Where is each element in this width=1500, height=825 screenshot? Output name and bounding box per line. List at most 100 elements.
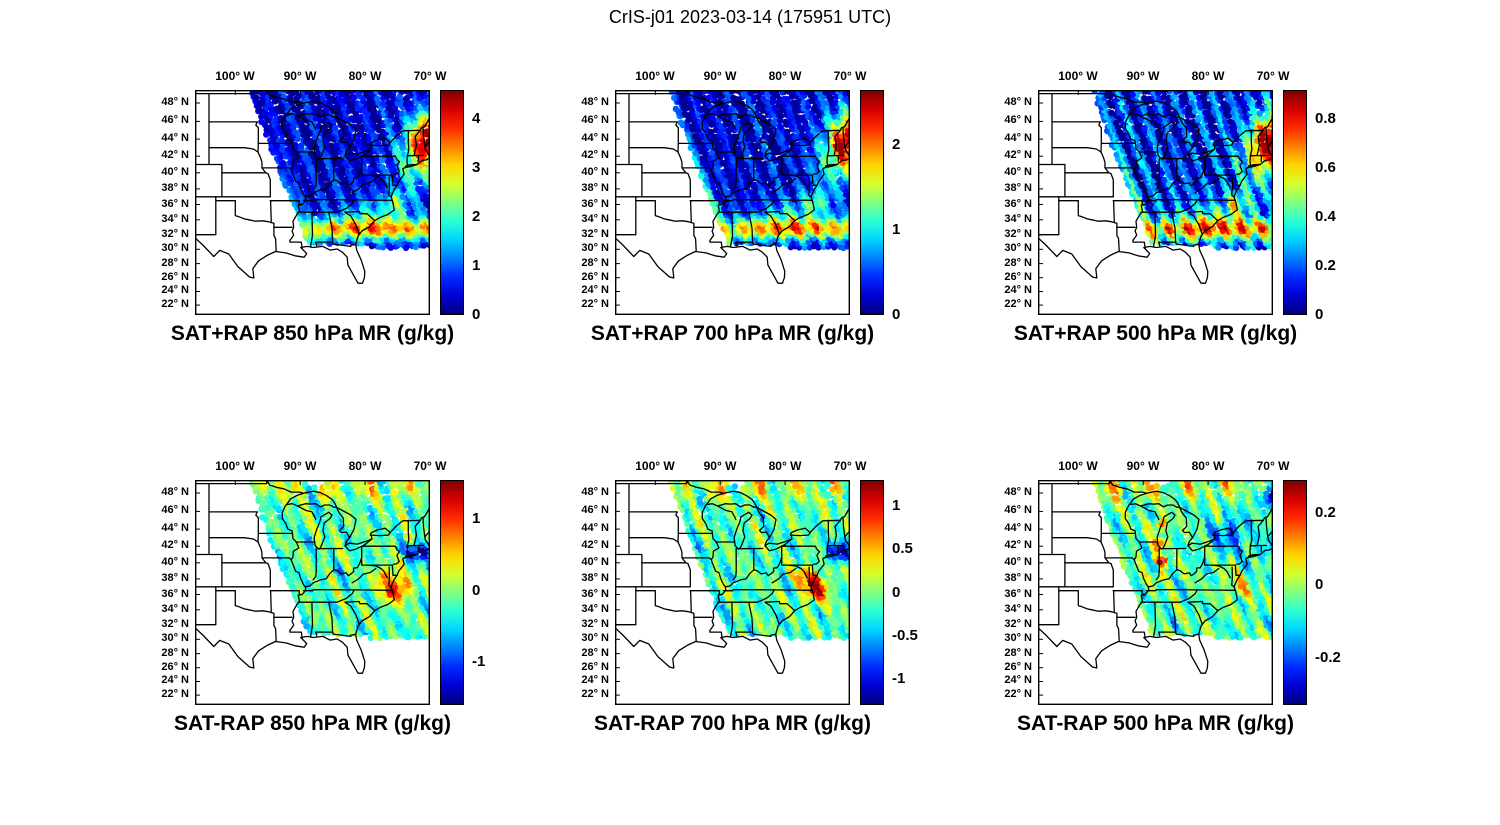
panel-title: SAT+RAP 700 hPa MR (g/kg) bbox=[590, 322, 875, 345]
colorbar bbox=[860, 90, 884, 315]
y-tick-label: 48° N bbox=[581, 486, 609, 498]
y-tick-label: 40° N bbox=[1004, 166, 1032, 178]
x-tick-label: 70° W bbox=[413, 459, 447, 473]
y-tick-label: 34° N bbox=[581, 603, 609, 615]
y-tick-label: 46° N bbox=[1004, 504, 1032, 516]
map-plot bbox=[1038, 90, 1273, 315]
colorbar-tick-label: 0.6 bbox=[1315, 159, 1336, 176]
y-tick-label: 22° N bbox=[1004, 298, 1032, 310]
panel-title: SAT+RAP 850 hPa MR (g/kg) bbox=[170, 322, 455, 345]
y-tick-label: 44° N bbox=[1004, 132, 1032, 144]
y-tick-label: 48° N bbox=[581, 96, 609, 108]
y-tick-label: 24° N bbox=[581, 674, 609, 686]
y-tick-label: 46° N bbox=[1004, 114, 1032, 126]
y-tick-label: 44° N bbox=[161, 522, 189, 534]
x-tick-label: 90° W bbox=[1126, 69, 1160, 83]
y-tick-label: 38° N bbox=[161, 182, 189, 194]
y-tick-label: 26° N bbox=[161, 661, 189, 673]
colorbar-tick-label: 4 bbox=[472, 110, 481, 127]
figure-title: CrIS-j01 2023-03-14 (175951 UTC) bbox=[608, 7, 892, 27]
y-tick-label: 38° N bbox=[581, 182, 609, 194]
colorbar-tick-label: -0.2 bbox=[1315, 649, 1341, 666]
y-tick-label: 46° N bbox=[161, 114, 189, 126]
y-tick-label: 30° N bbox=[161, 632, 189, 644]
y-tick-label: 28° N bbox=[161, 257, 189, 269]
y-tick-label: 22° N bbox=[161, 688, 189, 700]
x-tick-label: 90° W bbox=[283, 459, 317, 473]
x-tick-label: 80° W bbox=[768, 459, 802, 473]
colorbar-tick-label: 0 bbox=[1315, 306, 1324, 323]
y-tick-label: 22° N bbox=[581, 298, 609, 310]
panel-title: SAT+RAP 500 hPa MR (g/kg) bbox=[1013, 322, 1298, 345]
y-tick-label: 24° N bbox=[161, 674, 189, 686]
y-tick-label: 26° N bbox=[581, 661, 609, 673]
colorbar-tick-label: 1 bbox=[472, 510, 481, 527]
y-tick-label: 48° N bbox=[1004, 96, 1032, 108]
y-tick-label: 32° N bbox=[1004, 618, 1032, 630]
y-tick-label: 28° N bbox=[1004, 257, 1032, 269]
colorbar-tick-label: 0.4 bbox=[1315, 208, 1336, 225]
x-tick-label: 90° W bbox=[1126, 459, 1160, 473]
y-tick-label: 38° N bbox=[1004, 572, 1032, 584]
y-tick-label: 38° N bbox=[161, 572, 189, 584]
map-plot bbox=[1038, 480, 1273, 705]
y-tick-label: 40° N bbox=[161, 556, 189, 568]
colorbar bbox=[1283, 90, 1307, 315]
x-tick-label: 80° W bbox=[348, 459, 382, 473]
colorbar-tick-label: 1 bbox=[472, 257, 481, 274]
y-tick-label: 36° N bbox=[161, 588, 189, 600]
colorbar bbox=[440, 480, 464, 705]
y-tick-label: 34° N bbox=[1004, 213, 1032, 225]
map-plot bbox=[615, 480, 850, 705]
y-tick-label: 36° N bbox=[1004, 588, 1032, 600]
y-tick-label: 24° N bbox=[581, 284, 609, 296]
y-tick-label: 38° N bbox=[1004, 182, 1032, 194]
y-tick-label: 28° N bbox=[161, 647, 189, 659]
y-tick-label: 22° N bbox=[1004, 688, 1032, 700]
y-tick-label: 26° N bbox=[1004, 271, 1032, 283]
y-tick-label: 32° N bbox=[161, 618, 189, 630]
x-tick-label: 80° W bbox=[348, 69, 382, 83]
y-tick-label: 30° N bbox=[1004, 632, 1032, 644]
colorbar-tick-label: 0.8 bbox=[1315, 110, 1336, 127]
y-tick-label: 30° N bbox=[581, 632, 609, 644]
x-tick-label: 90° W bbox=[703, 459, 737, 473]
y-tick-label: 24° N bbox=[161, 284, 189, 296]
x-tick-label: 90° W bbox=[703, 69, 737, 83]
colorbar-tick-label: -0.5 bbox=[892, 627, 918, 644]
colorbar bbox=[860, 480, 884, 705]
panel-title: SAT-RAP 700 hPa MR (g/kg) bbox=[594, 712, 871, 735]
y-tick-label: 42° N bbox=[581, 149, 609, 161]
y-tick-label: 24° N bbox=[1004, 674, 1032, 686]
y-tick-label: 40° N bbox=[581, 556, 609, 568]
colorbar-tick-label: 0 bbox=[1315, 576, 1324, 593]
y-tick-label: 42° N bbox=[581, 539, 609, 551]
y-tick-label: 36° N bbox=[581, 198, 609, 210]
y-tick-label: 42° N bbox=[1004, 539, 1032, 551]
y-tick-label: 24° N bbox=[1004, 284, 1032, 296]
y-tick-label: 22° N bbox=[161, 298, 189, 310]
colorbar-tick-label: 0.5 bbox=[892, 540, 913, 557]
y-tick-label: 32° N bbox=[161, 228, 189, 240]
x-tick-label: 70° W bbox=[833, 459, 867, 473]
colorbar bbox=[440, 90, 464, 315]
y-tick-label: 28° N bbox=[1004, 647, 1032, 659]
y-tick-label: 26° N bbox=[1004, 661, 1032, 673]
y-tick-label: 46° N bbox=[581, 504, 609, 516]
y-tick-label: 28° N bbox=[581, 647, 609, 659]
x-tick-label: 90° W bbox=[283, 69, 317, 83]
panel-title: SAT-RAP 850 hPa MR (g/kg) bbox=[174, 712, 451, 735]
x-tick-label: 80° W bbox=[768, 69, 802, 83]
colorbar-tick-label: 1 bbox=[892, 497, 901, 514]
y-tick-label: 30° N bbox=[1004, 242, 1032, 254]
colorbar-tick-label: 0 bbox=[892, 584, 901, 601]
y-tick-label: 44° N bbox=[1004, 522, 1032, 534]
x-tick-label: 100° W bbox=[635, 69, 675, 83]
y-tick-label: 32° N bbox=[1004, 228, 1032, 240]
x-tick-label: 70° W bbox=[1256, 459, 1290, 473]
colorbar-tick-label: 0.2 bbox=[1315, 257, 1336, 274]
y-tick-label: 44° N bbox=[161, 132, 189, 144]
colorbar-tick-label: 0 bbox=[892, 306, 901, 323]
y-tick-label: 26° N bbox=[161, 271, 189, 283]
y-tick-label: 36° N bbox=[161, 198, 189, 210]
